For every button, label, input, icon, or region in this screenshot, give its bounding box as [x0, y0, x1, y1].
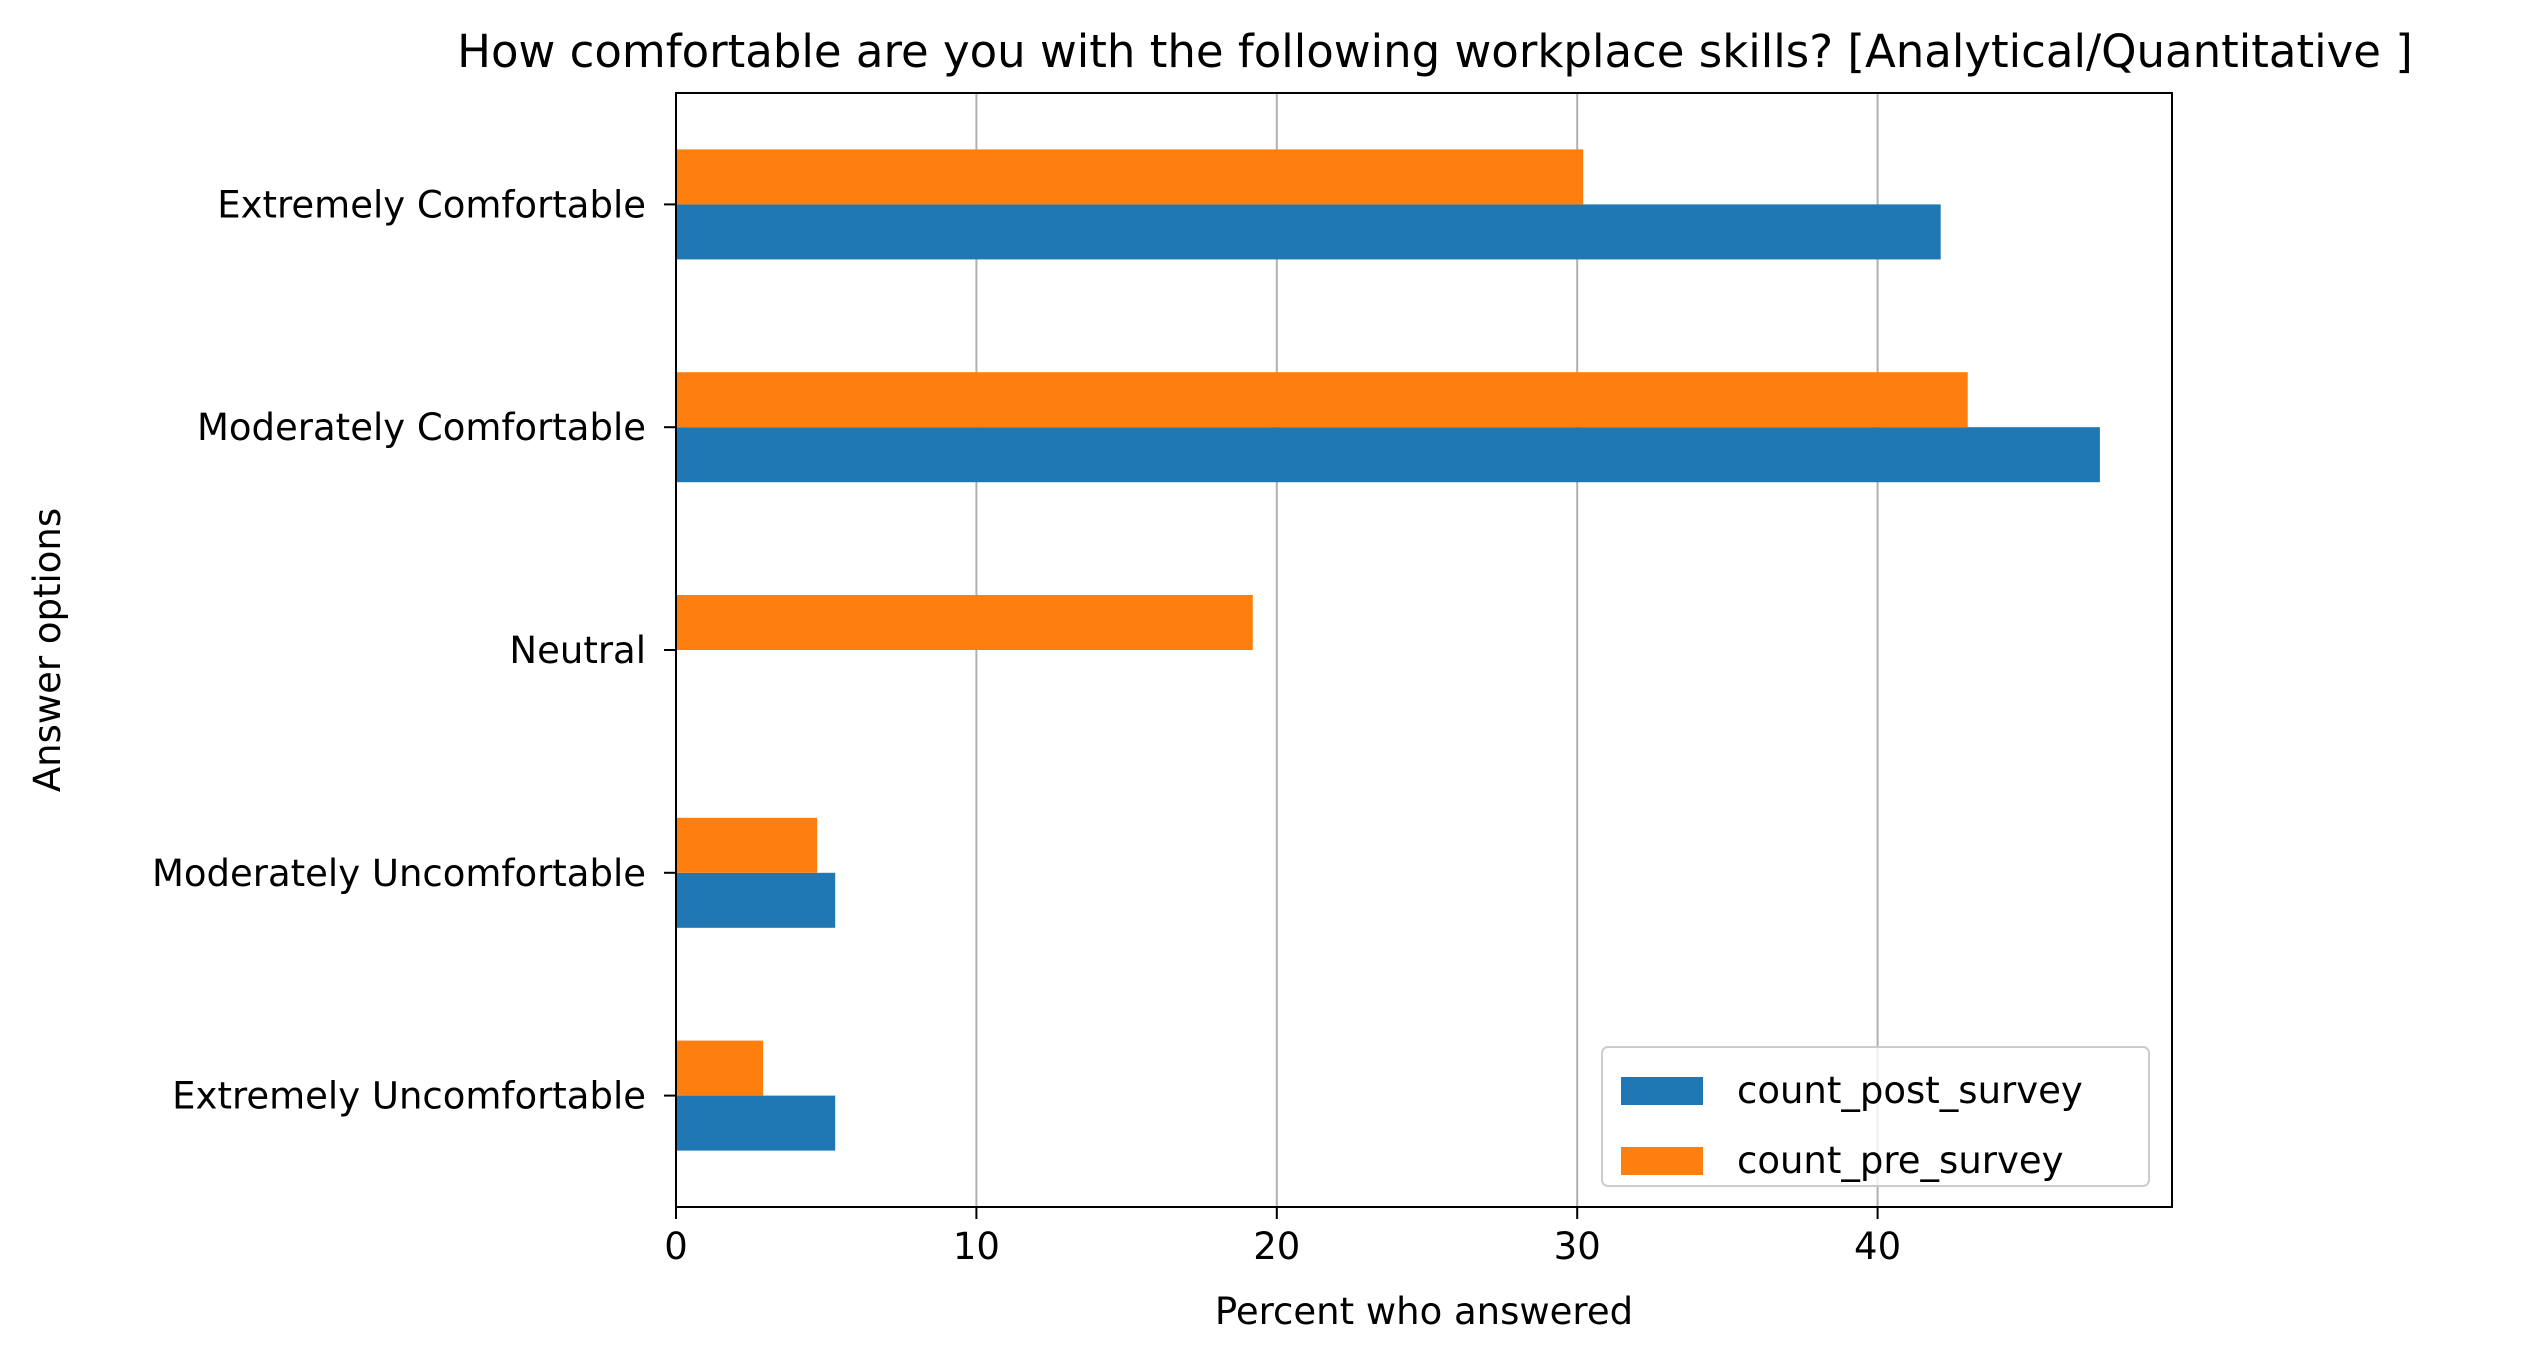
- bar-post-survey: [676, 204, 1941, 260]
- y-tick-label: Moderately Comfortable: [197, 406, 646, 449]
- bars: [676, 149, 2100, 1151]
- bar-pre-survey: [676, 372, 1968, 428]
- bar-pre-survey: [676, 149, 1584, 205]
- x-axis-ticks: 0 10 20 30 40: [664, 1207, 1901, 1268]
- bar-post-survey: [676, 427, 2100, 483]
- bar-pre-survey: [676, 817, 818, 873]
- x-axis-label: Percent who answered: [1215, 1290, 1633, 1333]
- x-tick-label: 10: [953, 1225, 1000, 1268]
- legend-swatch: [1621, 1077, 1703, 1105]
- legend-label: count_post_survey: [1737, 1069, 2083, 1112]
- bar-post-survey: [676, 1095, 836, 1151]
- bar-pre-survey: [676, 1040, 764, 1096]
- legend: count_post_survey count_pre_survey: [1601, 1046, 2150, 1187]
- y-tick-label: Extremely Uncomfortable: [172, 1075, 646, 1118]
- chart-title: How comfortable are you with the followi…: [457, 25, 2413, 78]
- x-tick-label: 0: [664, 1225, 688, 1268]
- x-tick-label: 40: [1854, 1225, 1901, 1268]
- bar-pre-survey: [676, 595, 1253, 650]
- y-axis-ticks: Extremely Comfortable Moderately Comforta…: [152, 183, 676, 1118]
- y-tick-label: Moderately Uncomfortable: [152, 852, 646, 895]
- legend-swatch: [1621, 1147, 1703, 1175]
- y-axis-label: Answer options: [26, 508, 69, 792]
- y-tick-label: Neutral: [509, 629, 646, 672]
- x-tick-label: 20: [1253, 1225, 1300, 1268]
- legend-box: [1601, 1046, 2150, 1187]
- y-tick-label: Extremely Comfortable: [217, 183, 646, 226]
- legend-label: count_pre_survey: [1737, 1139, 2064, 1182]
- bar-post-survey: [676, 872, 836, 928]
- x-tick-label: 30: [1554, 1225, 1601, 1268]
